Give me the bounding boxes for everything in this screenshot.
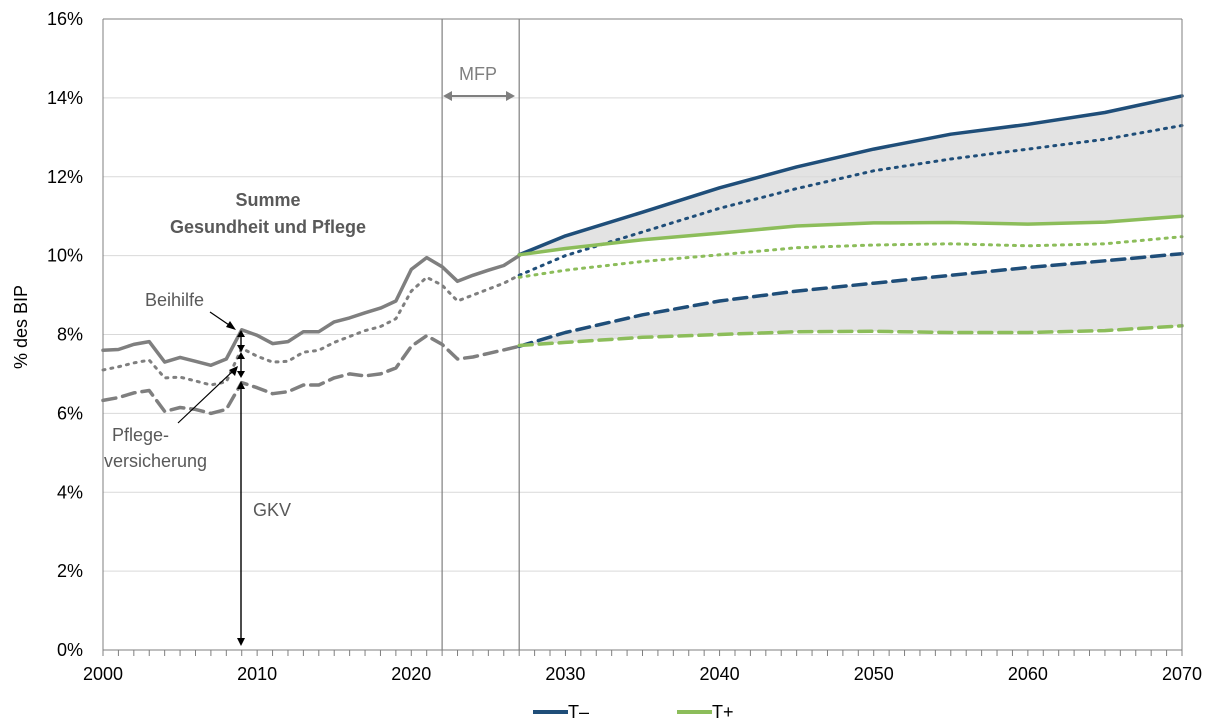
legend-label-t-plus: T+ xyxy=(712,702,734,722)
y-tick-label-2: 2% xyxy=(57,561,83,581)
legend-label-t-minus: T– xyxy=(568,702,589,722)
pflege-pointer-head xyxy=(229,366,238,376)
beihilfe-segment-arrow-bottom-head xyxy=(237,345,245,352)
annotation-title-line1: Summe xyxy=(235,190,300,210)
pflege-label-line2: versicherung xyxy=(104,451,207,471)
series-line-4 xyxy=(517,94,1184,257)
beihilfe-label: Beihilfe xyxy=(145,290,204,310)
series-line-7 xyxy=(517,214,1184,257)
x-tick-label-2040: 2040 xyxy=(700,664,740,684)
mfp-label: MFP xyxy=(459,64,497,84)
axes-group xyxy=(102,18,1183,656)
y-tick-label-16: 16% xyxy=(47,9,83,29)
series-line-1 xyxy=(101,253,521,368)
y-tick-label-6: 6% xyxy=(57,403,83,423)
tick-label-group: 2000 2010 2020 2030 2040 2050 2060 2070 0% 2% 4% 6%… xyxy=(47,9,1202,684)
annotation-title-line2: Gesundheit und Pflege xyxy=(170,217,366,237)
y-tick-label-8: 8% xyxy=(57,325,83,345)
pflege-pointer-line xyxy=(177,369,235,424)
legend-item-t-minus: T– xyxy=(533,702,589,722)
beihilfe-segment-arrow-top-head xyxy=(237,330,245,337)
pflege-label-line1: Pflege- xyxy=(112,425,169,445)
mfp-arrow-left-head xyxy=(443,91,452,101)
x-tick-label-2000: 2000 xyxy=(83,664,123,684)
x-tick-label-2010: 2010 xyxy=(237,664,277,684)
y-tick-label-10: 10% xyxy=(47,246,83,266)
pflege-segment-arrow-top-head xyxy=(237,352,245,359)
series-line-3 xyxy=(101,333,521,416)
y-tick-label-14: 14% xyxy=(47,88,83,108)
y-tick-label-0: 0% xyxy=(57,640,83,660)
gkv-segment-arrow-bottom-head xyxy=(237,638,245,646)
y-tick-label-12: 12% xyxy=(47,167,83,187)
pflege-segment-arrow-bottom-head xyxy=(237,371,245,378)
projection-band-2 xyxy=(519,253,1182,347)
beihilfe-annotation: Beihilfe xyxy=(145,290,236,330)
beihilfe-pointer-head xyxy=(226,321,236,330)
y-axis-label: % des BIP xyxy=(11,285,31,369)
legend: T– T+ xyxy=(533,702,734,722)
series-line-9 xyxy=(517,324,1184,348)
series-line-6 xyxy=(517,251,1184,349)
vertical-marker-group xyxy=(441,19,520,650)
pflege-annotation: Pflege- versicherung xyxy=(104,366,238,471)
x-tick-label-2050: 2050 xyxy=(854,664,894,684)
series-group xyxy=(101,94,1184,416)
legend-item-t-plus: T+ xyxy=(677,702,734,722)
mfp-annotation: MFP xyxy=(443,64,515,101)
series-line-2 xyxy=(101,273,521,387)
y-tick-label-4: 4% xyxy=(57,482,83,502)
gkv-label: GKV xyxy=(253,500,291,520)
segment-arrows xyxy=(237,330,245,646)
mfp-arrow-right-head xyxy=(506,91,515,101)
gkv-segment-arrow-top-head xyxy=(237,381,245,389)
chart-annotation-title: Summe Gesundheit und Pflege xyxy=(170,190,366,237)
x-tick-label-2020: 2020 xyxy=(391,664,431,684)
x-tick-label-2030: 2030 xyxy=(545,664,585,684)
x-tick-label-2070: 2070 xyxy=(1162,664,1202,684)
x-tick-label-2060: 2060 xyxy=(1008,664,1048,684)
